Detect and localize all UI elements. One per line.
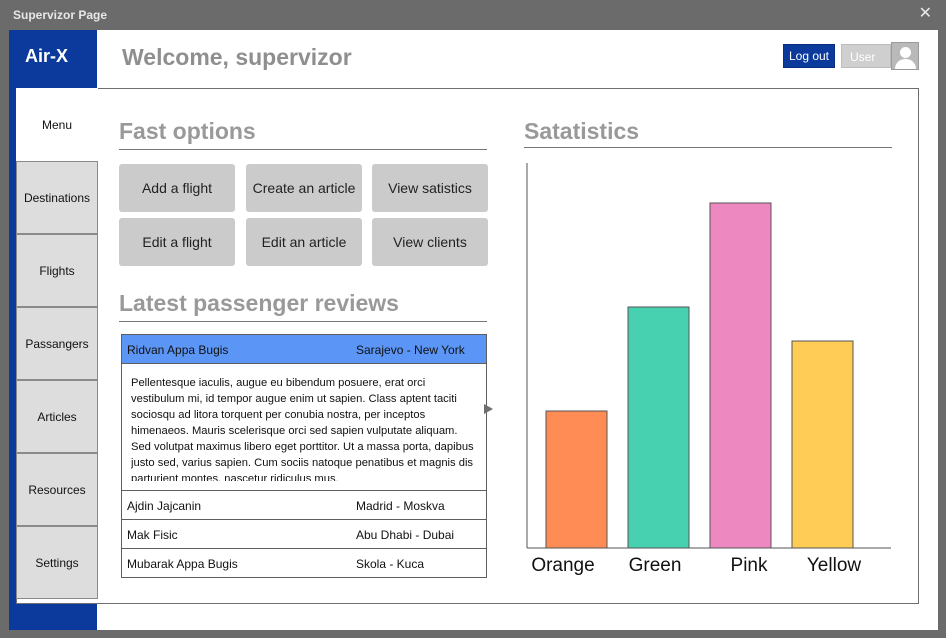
statistics-bar-chart: Orange Green Pink Yellow: [526, 163, 891, 576]
edit-article-button[interactable]: Edit an article: [246, 218, 362, 266]
fast-options-title: Fast options: [119, 118, 256, 144]
sidebar-item-flights[interactable]: Flights: [16, 234, 98, 307]
client-area: Air-X Welcome, supervizor Log out User M…: [9, 30, 938, 630]
list-item[interactable]: Ajdin Jajcanin Madrid - Moskva: [122, 490, 486, 519]
sidebar-item-destinations[interactable]: Destinations: [16, 161, 98, 234]
list-item[interactable]: Mak Fisic Abu Dhabi - Dubai: [122, 519, 486, 548]
bar-orange: [545, 410, 608, 549]
x-tick-label-orange: Orange: [531, 555, 594, 576]
view-clients-button[interactable]: View clients: [372, 218, 488, 266]
review-text: Pellentesque iaculis, augue eu bibendum …: [131, 377, 474, 481]
sidebar-item-label: Resources: [28, 482, 86, 497]
x-tick-label-green: Green: [629, 555, 682, 576]
x-tick-label-pink: Pink: [731, 555, 768, 576]
close-icon[interactable]: ✕: [918, 5, 932, 22]
bar-yellow: [791, 340, 854, 549]
sidebar-item-label: Passangers: [25, 336, 89, 351]
sidebar-item-label: Settings: [35, 555, 79, 570]
x-tick-label-yellow: Yellow: [807, 555, 862, 576]
selected-review-header[interactable]: Ridvan Appa Bugis Sarajevo - New York: [122, 335, 486, 364]
sidebar-item-settings[interactable]: Settings: [16, 526, 98, 599]
reviews-divider: [119, 321, 487, 322]
fast-options-divider: [119, 149, 487, 150]
sidebar-menu: Menu Destinations Flights Passangers Art…: [16, 88, 98, 600]
brand-logo: Air-X: [25, 46, 69, 66]
scroll-handle-icon[interactable]: [484, 404, 493, 414]
list-item[interactable]: Mubarak Appa Bugis Skola - Kuca: [122, 548, 486, 577]
logout-button[interactable]: Log out: [783, 44, 835, 68]
review-route: Sarajevo - New York: [356, 343, 465, 357]
review-author: Mubarak Appa Bugis: [127, 557, 238, 571]
window-title: Supervizor Page: [13, 8, 108, 22]
sidebar-item-menu[interactable]: Menu: [16, 88, 98, 161]
user-name-field[interactable]: User: [841, 44, 891, 68]
statistics-title: Satatistics: [524, 118, 640, 144]
page-title: Welcome, supervizor: [122, 44, 352, 70]
user-body-icon: [895, 59, 916, 69]
review-route: Abu Dhabi - Dubai: [356, 528, 455, 542]
statistics-divider: [524, 147, 892, 148]
sidebar-item-label: Articles: [37, 409, 77, 424]
review-author: Mak Fisic: [127, 528, 178, 542]
review-author: Ridvan Appa Bugis: [127, 343, 229, 357]
view-statistics-button[interactable]: View satistics: [372, 164, 488, 212]
bar-pink: [709, 202, 772, 549]
title-bar: Supervizor Page ✕: [0, 0, 946, 30]
reviews-list: Ridvan Appa Bugis Sarajevo - New York Pe…: [121, 334, 487, 578]
review-route: Skola - Kuca: [356, 557, 425, 571]
edit-flight-button[interactable]: Edit a flight: [119, 218, 235, 266]
sidebar-item-resources[interactable]: Resources: [16, 453, 98, 526]
sidebar-item-label: Destinations: [23, 190, 91, 205]
reviews-title: Latest passenger reviews: [119, 290, 399, 316]
bar-green: [627, 306, 690, 549]
add-flight-button[interactable]: Add a flight: [119, 164, 235, 212]
review-route: Madrid - Moskva: [356, 499, 445, 513]
sidebar-item-articles[interactable]: Articles: [16, 380, 98, 453]
review-author: Ajdin Jajcanin: [127, 499, 202, 513]
create-article-button[interactable]: Create an article: [246, 164, 362, 212]
brand-block: Air-X: [9, 30, 97, 88]
sidebar-item-passangers[interactable]: Passangers: [16, 307, 98, 380]
sidebar-item-label: Flights: [39, 263, 75, 278]
sidebar-item-label: Menu: [41, 117, 73, 132]
user-head-icon: [900, 47, 911, 58]
avatar[interactable]: [891, 42, 919, 70]
